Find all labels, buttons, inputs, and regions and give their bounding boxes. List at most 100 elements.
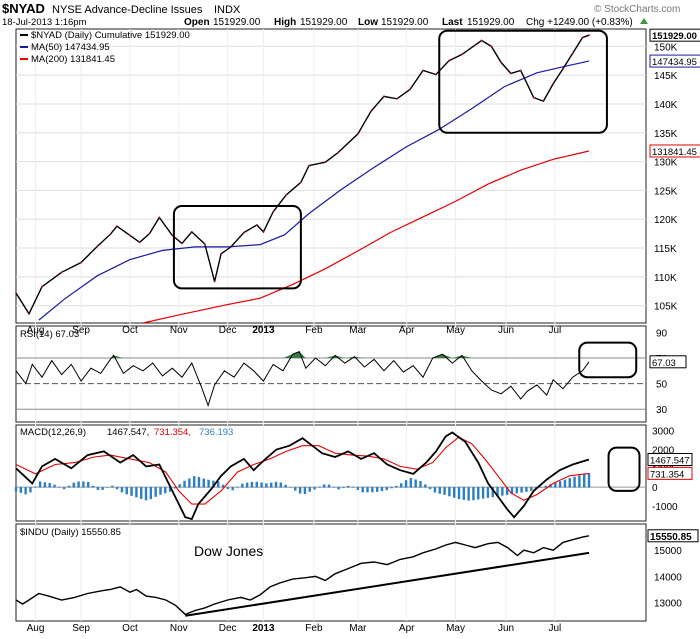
macd-histogram-bar bbox=[255, 481, 258, 488]
macd-histogram-bar bbox=[419, 481, 422, 488]
price-point bbox=[213, 280, 216, 283]
price-point bbox=[396, 97, 398, 100]
macd-histogram-bar bbox=[308, 487, 311, 492]
value-label: 151929.00 bbox=[652, 31, 697, 42]
macd-histogram-bar bbox=[38, 481, 42, 488]
price-point bbox=[262, 231, 265, 233]
quote-date: 18-Jul-2013 1:16pm bbox=[2, 17, 87, 28]
value-label: 131841.45 bbox=[652, 147, 697, 158]
macd-histogram-bar bbox=[525, 487, 528, 492]
macd-histogram-bar bbox=[67, 485, 71, 488]
price-point bbox=[581, 36, 584, 39]
legend-label: $NYAD (Daily) Cumulative 151929.00 bbox=[31, 30, 190, 41]
symbol: $NYAD bbox=[2, 1, 45, 16]
macd-histogram-bar bbox=[173, 487, 177, 489]
macd-histogram-bar bbox=[245, 482, 249, 488]
macd-histogram-bar bbox=[154, 487, 157, 497]
annotation-box bbox=[438, 29, 608, 134]
macd-histogram-bar bbox=[510, 487, 514, 495]
macd-histogram-bar bbox=[226, 487, 230, 490]
x-tick-label: 2013 bbox=[252, 325, 275, 336]
high-label: High bbox=[274, 17, 296, 28]
macd-histogram-bar bbox=[433, 487, 437, 493]
price-point bbox=[562, 67, 564, 70]
ma50-series bbox=[38, 60, 590, 321]
macd-histogram-bar bbox=[197, 477, 201, 488]
x-tick-label: Nov bbox=[170, 325, 188, 336]
macd-histogram-bar bbox=[409, 477, 413, 488]
macd-histogram-bar bbox=[135, 487, 138, 498]
macd-histogram-bar bbox=[221, 484, 225, 488]
price-point bbox=[532, 96, 535, 99]
x-tick-label: Apr bbox=[399, 325, 415, 336]
macd-histogram-bar bbox=[72, 482, 75, 488]
x-tick-label: Sep bbox=[72, 623, 90, 634]
macd-histogram-bar bbox=[539, 487, 543, 488]
y-tick-label: 115K bbox=[654, 244, 677, 255]
annotation-box bbox=[578, 341, 638, 379]
macd-histogram-bar bbox=[385, 487, 388, 491]
macd-histogram-bar bbox=[91, 485, 95, 488]
macd-histogram-bar bbox=[342, 487, 345, 488]
price-point bbox=[308, 164, 310, 167]
x-tick-label: Jun bbox=[498, 325, 514, 336]
macd-histogram-bar bbox=[125, 487, 128, 495]
price-point bbox=[552, 82, 555, 85]
change-value: Chg +1249.00 (+0.83%) bbox=[526, 17, 633, 28]
macd-signal-legend-value: 731.354, bbox=[154, 427, 191, 438]
macd-histogram-bar bbox=[48, 483, 51, 488]
price-point bbox=[220, 252, 223, 255]
exchange: INDX bbox=[214, 4, 241, 16]
indu-value-label: 15550.85 bbox=[650, 532, 692, 543]
y-tick-label: 110K bbox=[654, 273, 677, 284]
macd-legend-value: 1467.547, bbox=[107, 427, 149, 438]
y-tick-label: 0 bbox=[652, 483, 658, 494]
macd-histogram-bar bbox=[573, 476, 576, 488]
x-tick-label: Feb bbox=[305, 623, 323, 634]
macd-histogram-bar bbox=[583, 474, 586, 488]
open-label: Open bbox=[184, 17, 210, 28]
macd-histogram-bar bbox=[587, 473, 591, 488]
price-point bbox=[256, 224, 258, 226]
price-point bbox=[480, 39, 483, 42]
macd-histogram-bar bbox=[313, 487, 316, 490]
x-tick-label: Oct bbox=[122, 325, 138, 336]
value-label-box bbox=[649, 54, 700, 68]
price-point bbox=[435, 73, 437, 76]
macd-histogram-bar bbox=[62, 487, 66, 490]
price-point bbox=[299, 181, 302, 184]
price-point bbox=[138, 241, 141, 244]
panel-frame-rsi bbox=[15, 325, 647, 423]
macd-histogram-bar bbox=[303, 487, 307, 495]
macd-histogram-bar bbox=[29, 487, 32, 493]
price-point bbox=[337, 151, 340, 154]
macd-histogram-bar bbox=[274, 481, 278, 488]
y-tick-label: 120K bbox=[654, 215, 678, 226]
price-point bbox=[229, 246, 232, 248]
macd-histogram-bar bbox=[231, 487, 234, 491]
y-tick-label: 125K bbox=[654, 186, 678, 197]
macd-histogram-bar bbox=[414, 479, 417, 488]
indu-value-box bbox=[647, 529, 699, 543]
macd-histogram-bar bbox=[467, 487, 470, 501]
macd-histogram-bar bbox=[236, 486, 239, 488]
macd-histogram-bar bbox=[241, 483, 244, 488]
macd-histogram-bar bbox=[322, 484, 326, 488]
macd-legend-name: MACD(12,26,9) bbox=[20, 427, 86, 438]
price-point bbox=[448, 59, 450, 62]
price-point bbox=[356, 133, 359, 135]
macd-histogram-bar bbox=[96, 487, 100, 491]
macd-histogram-bar bbox=[505, 487, 509, 495]
macd-histogram-bar bbox=[366, 487, 369, 493]
macd-histogram-bar bbox=[404, 480, 408, 488]
y-tick-label: 150K bbox=[654, 42, 678, 53]
macd-histogram-bar bbox=[515, 487, 518, 494]
macd-histogram-bar bbox=[496, 487, 499, 497]
price-point bbox=[474, 44, 476, 47]
price-point bbox=[129, 234, 131, 237]
macd-histogram-bar bbox=[120, 487, 124, 493]
macd-histogram-bar bbox=[178, 484, 181, 488]
trendline bbox=[185, 551, 590, 617]
macd-histogram-bar bbox=[332, 486, 336, 488]
macd-histogram-bar bbox=[260, 482, 263, 488]
